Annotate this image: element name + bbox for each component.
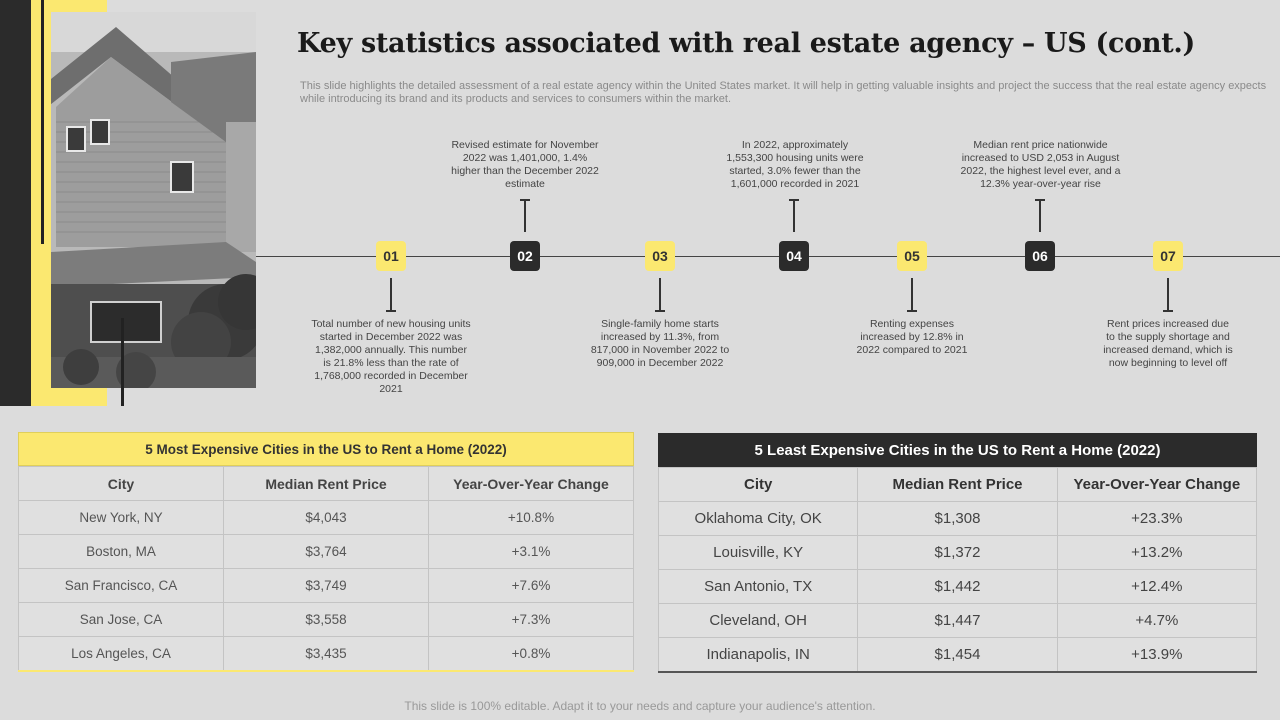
table-cell: San Jose, CA (18, 602, 224, 637)
table-row: San Jose, CA $3,558 +7.3% (18, 602, 634, 637)
timeline-stem-cap (1163, 310, 1173, 312)
page-title: Key statistics associated with real esta… (297, 28, 1195, 59)
timeline-marker-04: 04 (779, 241, 809, 271)
table-cell: New York, NY (18, 500, 224, 535)
table-row: Oklahoma City, OK $1,308 +23.3% (657, 501, 1258, 536)
timeline-stem (793, 200, 795, 232)
timeline-stem-cap (386, 310, 396, 312)
most-expensive-caption: 5 Most Expensive Cities in the US to Ren… (18, 432, 634, 466)
table-cell: +12.4% (1056, 569, 1258, 604)
column-header: Median Rent Price (857, 467, 1058, 502)
table-cell: $1,442 (857, 569, 1058, 604)
table-cell: +0.8% (428, 636, 634, 672)
timeline-note-06: Median rent price nationwide increased t… (960, 139, 1121, 190)
page-subtitle: This slide highlights the detailed asses… (300, 80, 1267, 105)
column-header: Median Rent Price (223, 466, 429, 501)
timeline-note-01: Total number of new housing units starte… (311, 318, 471, 395)
timeline-marker-03: 03 (645, 241, 675, 271)
table-row: Indianapolis, IN $1,454 +13.9% (657, 637, 1258, 673)
timeline-stem (1167, 278, 1169, 310)
table-cell: Cleveland, OH (657, 603, 859, 638)
timeline-note-03: Single-family home starts increased by 1… (590, 318, 730, 369)
table-cell: San Francisco, CA (18, 568, 224, 603)
table-row: San Antonio, TX $1,442 +12.4% (657, 569, 1258, 604)
timeline-stem (524, 200, 526, 232)
timeline-marker-02: 02 (510, 241, 540, 271)
timeline-stem (1039, 200, 1041, 232)
table-cell: +4.7% (1056, 603, 1258, 638)
timeline-stem (390, 278, 392, 310)
table-cell: $3,764 (223, 534, 429, 569)
table-row: San Francisco, CA $3,749 +7.6% (18, 568, 634, 603)
table-cell: $4,043 (223, 500, 429, 535)
table-cell: $1,454 (857, 637, 1058, 673)
left-dark-bar (0, 0, 31, 406)
table-header-row: City Median Rent Price Year-Over-Year Ch… (657, 467, 1258, 502)
table-cell: Indianapolis, IN (657, 637, 859, 673)
timeline-stem-cap (907, 310, 917, 312)
table-cell: $1,372 (857, 535, 1058, 570)
table-row: New York, NY $4,043 +10.8% (18, 500, 634, 535)
timeline-line (256, 256, 1280, 257)
timeline-stem (911, 278, 913, 310)
table-cell: +7.6% (428, 568, 634, 603)
column-header: City (657, 467, 859, 502)
column-header: City (18, 466, 224, 501)
accent-line-top (41, 0, 44, 244)
least-expensive-caption: 5 Least Expensive Cities in the US to Re… (658, 433, 1257, 467)
column-header: Year-Over-Year Change (428, 466, 634, 501)
house-photo (51, 12, 256, 388)
timeline-marker-01: 01 (376, 241, 406, 271)
table-cell: $1,308 (857, 501, 1058, 536)
timeline-note-07: Rent prices increased due to the supply … (1103, 318, 1233, 369)
most-expensive-table: 5 Most Expensive Cities in the US to Ren… (18, 432, 634, 672)
footer-note: This slide is 100% editable. Adapt it to… (404, 699, 876, 713)
timeline-note-02: Revised estimate for November 2022 was 1… (451, 139, 599, 190)
table-cell: $3,435 (223, 636, 429, 672)
table-cell: Louisville, KY (657, 535, 859, 570)
column-header: Year-Over-Year Change (1056, 467, 1258, 502)
table-cell: Los Angeles, CA (18, 636, 224, 672)
table-cell: Boston, MA (18, 534, 224, 569)
least-expensive-table: 5 Least Expensive Cities in the US to Re… (657, 433, 1258, 673)
table-header-row: City Median Rent Price Year-Over-Year Ch… (18, 466, 634, 501)
table-cell: +13.9% (1056, 637, 1258, 673)
table-cell: +7.3% (428, 602, 634, 637)
table-row: Boston, MA $3,764 +3.1% (18, 534, 634, 569)
timeline-marker-06: 06 (1025, 241, 1055, 271)
table-cell: $1,447 (857, 603, 1058, 638)
table-cell: Oklahoma City, OK (657, 501, 859, 536)
timeline-marker-07: 07 (1153, 241, 1183, 271)
timeline-note-05: Renting expenses increased by 12.8% in 2… (856, 318, 968, 356)
table-row: Louisville, KY $1,372 +13.2% (657, 535, 1258, 570)
accent-line-bottom (121, 318, 124, 406)
table-cell: +3.1% (428, 534, 634, 569)
timeline-stem-cap (655, 310, 665, 312)
table-cell: $3,749 (223, 568, 429, 603)
table-cell: +10.8% (428, 500, 634, 535)
table-row: Los Angeles, CA $3,435 +0.8% (18, 636, 634, 672)
table-cell: +13.2% (1056, 535, 1258, 570)
table-row: Cleveland, OH $1,447 +4.7% (657, 603, 1258, 638)
table-cell: $3,558 (223, 602, 429, 637)
timeline-note-04: In 2022, approximately 1,553,300 housing… (726, 139, 864, 190)
timeline-marker-05: 05 (897, 241, 927, 271)
table-cell: San Antonio, TX (657, 569, 859, 604)
table-cell: +23.3% (1056, 501, 1258, 536)
timeline-stem (659, 278, 661, 310)
